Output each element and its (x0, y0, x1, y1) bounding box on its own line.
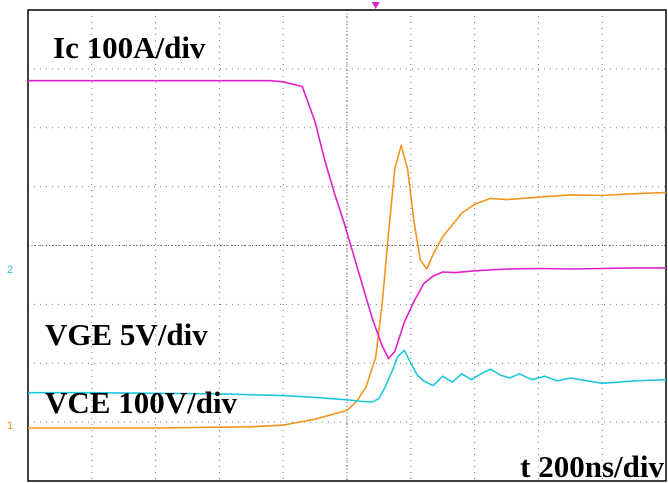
traces (28, 79, 667, 429)
screen-border (27, 9, 667, 482)
trigger-marker (371, 2, 380, 9)
vce-scale-label: VCE 100V/div (45, 385, 238, 420)
channel-markers: 12 (7, 2, 380, 432)
channel-2-marker: 2 (7, 264, 13, 276)
vge-scale-label: VGE 5V/div (45, 317, 208, 352)
ic-scale-label: Ic 100A/div (53, 30, 206, 65)
grid (27, 9, 667, 482)
time-scale-label: t 200ns/div (520, 449, 664, 483)
trace-ic (28, 79, 666, 360)
channel-1-marker: 1 (7, 420, 13, 432)
trace-vge (28, 349, 667, 403)
trace-vce (28, 144, 667, 429)
